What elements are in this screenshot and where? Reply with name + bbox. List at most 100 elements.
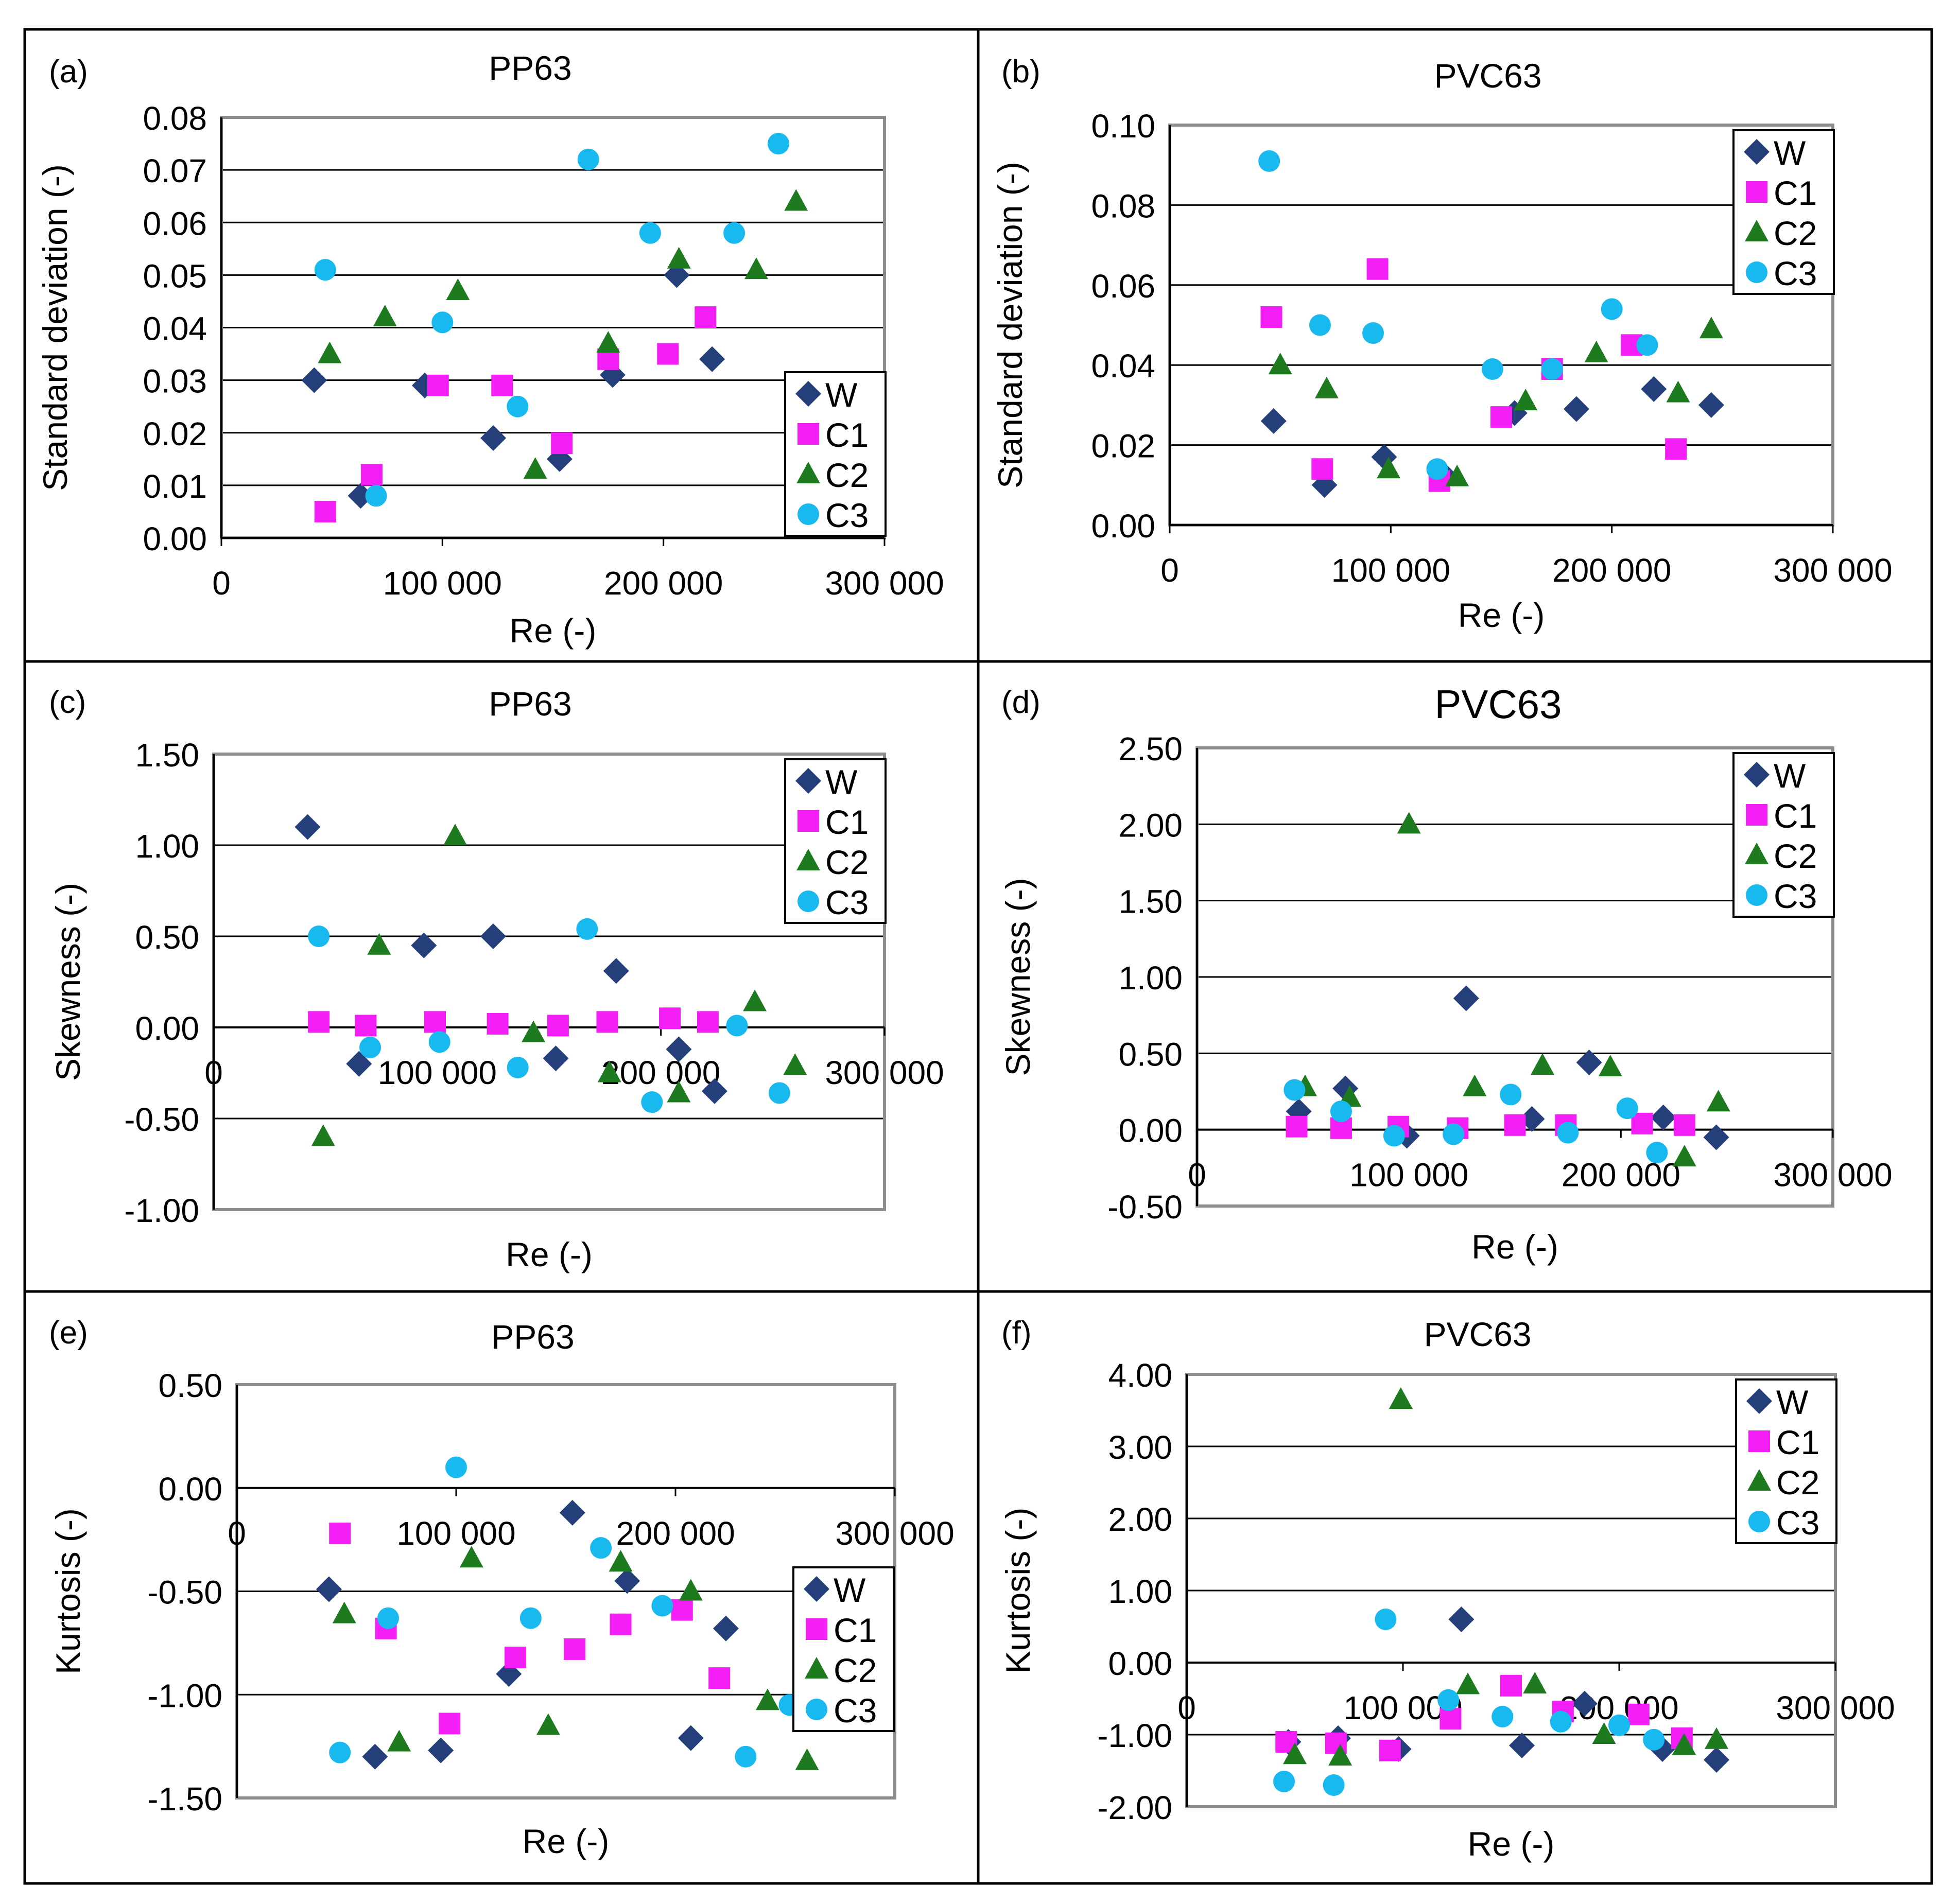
data-point-c2 xyxy=(1592,1722,1616,1744)
x-axis-label: Re (-) xyxy=(1468,1825,1555,1863)
x-tick-label: 0 xyxy=(228,1515,246,1552)
data-point-c2 xyxy=(1283,1742,1307,1765)
x-tick-label: 300 000 xyxy=(825,565,944,602)
data-point-c2 xyxy=(784,189,808,211)
data-point-w xyxy=(1576,1050,1602,1076)
data-point-w xyxy=(480,923,506,949)
data-point-c3 xyxy=(576,918,598,940)
chart-panel-3: -1.00 -0.50 0.00 0.50 1.00 1.50 0 100 000 200 00… xyxy=(49,685,944,1273)
data-point-c2 xyxy=(1456,1672,1480,1695)
data-point-c1 xyxy=(1500,1674,1522,1697)
data-point-c3 xyxy=(651,1595,673,1617)
x-axis-label: Re (-) xyxy=(1471,1228,1558,1266)
legend-label: C3 xyxy=(1776,1504,1819,1542)
legend-marker-c3 xyxy=(1748,1511,1770,1532)
legend-marker-c3 xyxy=(1746,884,1767,906)
data-point-c2 xyxy=(597,1060,621,1082)
y-tick-label: 0.00 xyxy=(143,520,207,557)
x-tick-label: 0 xyxy=(1177,1689,1196,1726)
legend-label: C1 xyxy=(825,416,869,454)
chart-title: PVC63 xyxy=(1434,57,1541,95)
y-tick-label: 2.00 xyxy=(1108,1501,1172,1538)
data-point-w xyxy=(480,425,507,451)
data-point-c2 xyxy=(1377,457,1401,479)
y-tick-label: -0.50 xyxy=(147,1574,222,1611)
data-point-c1 xyxy=(355,1015,377,1037)
data-point-c1 xyxy=(308,1011,330,1033)
data-point-w xyxy=(411,932,437,958)
legend-marker-c2 xyxy=(796,849,820,870)
chart-title: PVC63 xyxy=(1424,1315,1531,1353)
y-tick-label: 0.00 xyxy=(1108,1645,1172,1682)
data-point-c2 xyxy=(1389,1387,1413,1409)
data-point-w xyxy=(1704,1747,1729,1773)
data-point-c3 xyxy=(726,1015,748,1037)
x-tick-label: 200 000 xyxy=(616,1515,735,1552)
data-point-w xyxy=(346,1051,372,1077)
data-point-c3 xyxy=(590,1537,612,1559)
data-point-c2 xyxy=(443,824,467,846)
data-point-c2 xyxy=(367,933,391,955)
data-point-c2 xyxy=(1705,1727,1728,1749)
y-tick-label: -1.00 xyxy=(147,1677,222,1714)
y-axis-label: Standard deviation (-) xyxy=(991,162,1029,488)
data-point-c2 xyxy=(536,1713,560,1735)
legend-marker-c1 xyxy=(797,810,819,832)
data-point-c2 xyxy=(1699,317,1723,339)
data-point-c1 xyxy=(424,1011,446,1033)
legend-marker-w xyxy=(804,1576,829,1602)
x-tick-label: 300 000 xyxy=(825,1054,944,1091)
legend-label: C2 xyxy=(1776,1463,1819,1501)
legend-label: C3 xyxy=(825,496,869,534)
y-tick-label: 1.50 xyxy=(1118,883,1183,920)
y-tick-label: -0.50 xyxy=(124,1101,199,1138)
data-point-w xyxy=(701,1078,727,1104)
data-point-w xyxy=(1571,1690,1598,1717)
data-point-c1 xyxy=(695,306,717,328)
data-point-c2 xyxy=(743,989,767,1011)
data-point-c3 xyxy=(641,1091,663,1113)
data-point-c3 xyxy=(507,1056,529,1078)
data-point-c1 xyxy=(659,1007,681,1029)
y-tick-label: 2.00 xyxy=(1118,807,1183,844)
y-tick-label: 1.50 xyxy=(135,737,199,774)
data-point-w xyxy=(614,1568,640,1594)
data-point-c3 xyxy=(1646,1142,1668,1164)
x-tick-label: 200 000 xyxy=(1562,1157,1680,1194)
data-point-c1 xyxy=(1504,1114,1526,1136)
x-tick-label: 100 000 xyxy=(378,1054,497,1091)
x-tick-label: 200 000 xyxy=(601,1054,720,1091)
legend-marker-c2 xyxy=(1745,843,1768,864)
y-tick-label: 0.07 xyxy=(143,152,207,189)
y-tick-label: 0.08 xyxy=(1091,187,1155,224)
legend-marker-c1 xyxy=(1746,181,1767,203)
data-point-c2 xyxy=(744,257,768,280)
legend-marker-c3 xyxy=(1746,261,1767,283)
data-point-c2 xyxy=(679,1579,703,1601)
data-point-c1 xyxy=(697,1011,719,1033)
data-point-c2 xyxy=(332,1601,356,1623)
data-point-c3 xyxy=(365,485,387,507)
legend-marker-w xyxy=(795,381,821,407)
chart-title: PVC63 xyxy=(1434,682,1562,727)
y-tick-label: 0.00 xyxy=(1091,508,1155,545)
data-point-w xyxy=(664,262,690,288)
data-point-c2 xyxy=(755,1688,779,1710)
data-point-w xyxy=(603,958,629,984)
data-point-c2 xyxy=(387,1730,411,1752)
data-point-c1 xyxy=(1286,1115,1308,1138)
data-point-c1 xyxy=(1631,1112,1653,1134)
data-point-w xyxy=(1650,1104,1676,1130)
y-tick-label: -0.50 xyxy=(1107,1189,1183,1226)
y-axis-label: Kurtosis (-) xyxy=(999,1508,1037,1674)
y-tick-label: 0.50 xyxy=(135,919,199,956)
data-point-w xyxy=(1641,376,1667,402)
chart-panel-4: -0.50 0.00 0.50 1.00 1.50 2.00 2.50 0 100 000 200… xyxy=(999,682,1893,1266)
legend-marker-c1 xyxy=(797,423,819,445)
data-point-c2 xyxy=(1672,1145,1696,1167)
data-point-c2 xyxy=(783,1053,807,1075)
data-point-w xyxy=(362,1743,388,1770)
legend-label: C3 xyxy=(1774,877,1817,915)
data-point-c1 xyxy=(505,1646,527,1668)
data-point-c3 xyxy=(1541,358,1563,380)
